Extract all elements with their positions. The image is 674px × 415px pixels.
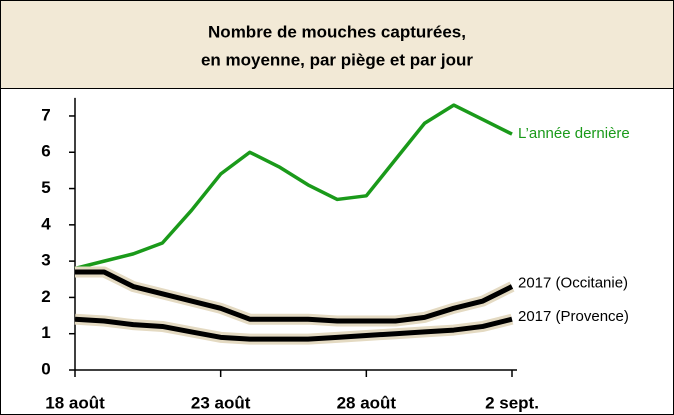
chart-title: en moyenne, par piège et par jour — [201, 50, 473, 69]
series-label: L’année dernière — [518, 125, 630, 142]
y-tick-label: 6 — [41, 142, 50, 161]
x-tick-label: 23 août — [191, 393, 251, 412]
line — [74, 103, 513, 271]
series-label: 2017 (Provence) — [518, 308, 629, 325]
title-box — [0, 0, 674, 89]
line — [75, 269, 514, 324]
y-tick-label: 2 — [41, 287, 50, 306]
line — [74, 316, 513, 342]
y-tick-label: 5 — [41, 178, 50, 197]
y-tick-label: 4 — [41, 214, 51, 233]
y-tick-label: 1 — [41, 323, 50, 342]
y-tick-label: 7 — [41, 105, 50, 124]
y-tick-label: 0 — [41, 359, 50, 378]
series-label: 2017 (Occitanie) — [518, 275, 628, 292]
chart-title: Nombre de mouches capturées, — [208, 22, 466, 41]
x-tick-label: 28 août — [337, 393, 397, 412]
y-tick-label: 3 — [41, 251, 50, 270]
x-tick-label: 18 août — [45, 393, 105, 412]
x-tick-label: 2 sept. — [485, 393, 539, 412]
